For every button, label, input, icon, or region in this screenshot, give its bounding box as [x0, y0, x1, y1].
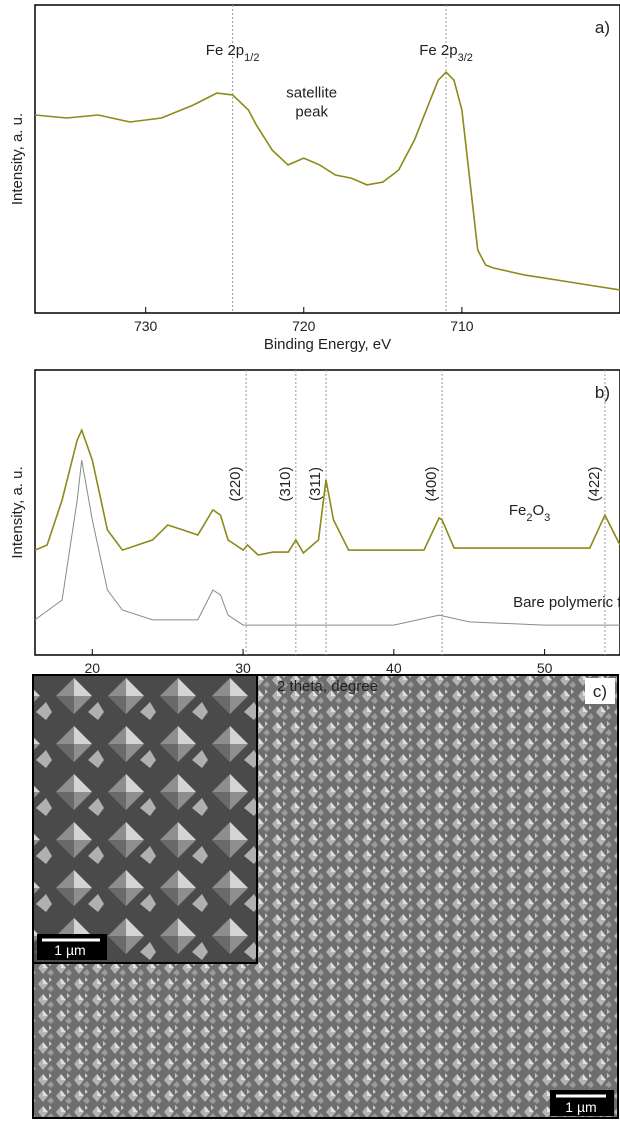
- peak-label: (422): [586, 466, 603, 501]
- scale-label: 1 µm: [54, 942, 85, 958]
- annotation: peak: [295, 103, 328, 120]
- plot-frame: [35, 5, 620, 313]
- text-part: 3: [544, 512, 550, 524]
- text-part: Bare polymeric foil: [513, 594, 620, 611]
- peak-label: (400): [423, 466, 440, 501]
- text-part: 3/2: [458, 52, 473, 64]
- x-tick-label: 720: [292, 318, 316, 334]
- series-line: [35, 430, 620, 555]
- x-tick-label: 50: [537, 660, 553, 676]
- x-axis-title: 2 theta, degree: [277, 678, 378, 695]
- x-axis-title: Binding Energy, eV: [264, 336, 391, 353]
- panel-label: c): [593, 682, 607, 701]
- x-tick-label: 20: [85, 660, 101, 676]
- peak-label: (311): [307, 467, 324, 501]
- y-axis-title: Intensity, a. u.: [9, 113, 26, 205]
- panel-label: a): [595, 18, 610, 37]
- text-part: Fe 2p: [206, 42, 244, 59]
- peak-label: (310): [277, 466, 294, 501]
- figure: c) 1 µm 1 µm 730 720 710 Binding Energy, eV…: [0, 0, 620, 1123]
- peak-label: (220): [227, 466, 244, 501]
- text-part: 1/2: [244, 52, 259, 64]
- x-tick-label: 40: [386, 660, 402, 676]
- legend-label: Bare polymeric foil: [513, 594, 620, 611]
- x-tick-label: 30: [235, 660, 251, 676]
- x-tick-label: 710: [450, 318, 474, 334]
- panel-label: b): [595, 383, 610, 402]
- scale-label: 1 µm: [565, 1099, 596, 1115]
- text-part: Fe: [509, 502, 527, 519]
- peak-label: Fe 2p1/2: [206, 42, 260, 64]
- peak-label: Fe 2p3/2: [419, 42, 473, 64]
- legend-label: Fe2O3: [509, 502, 550, 524]
- text-part: Fe 2p: [419, 42, 457, 59]
- sem-inset: [33, 675, 257, 963]
- y-axis-title: Intensity, a. u.: [9, 466, 26, 558]
- annotation: satellite: [286, 84, 337, 101]
- text-part: O: [532, 502, 544, 519]
- sem-panel: c) 1 µm 1 µm: [33, 675, 618, 1118]
- x-tick-label: 730: [134, 318, 158, 334]
